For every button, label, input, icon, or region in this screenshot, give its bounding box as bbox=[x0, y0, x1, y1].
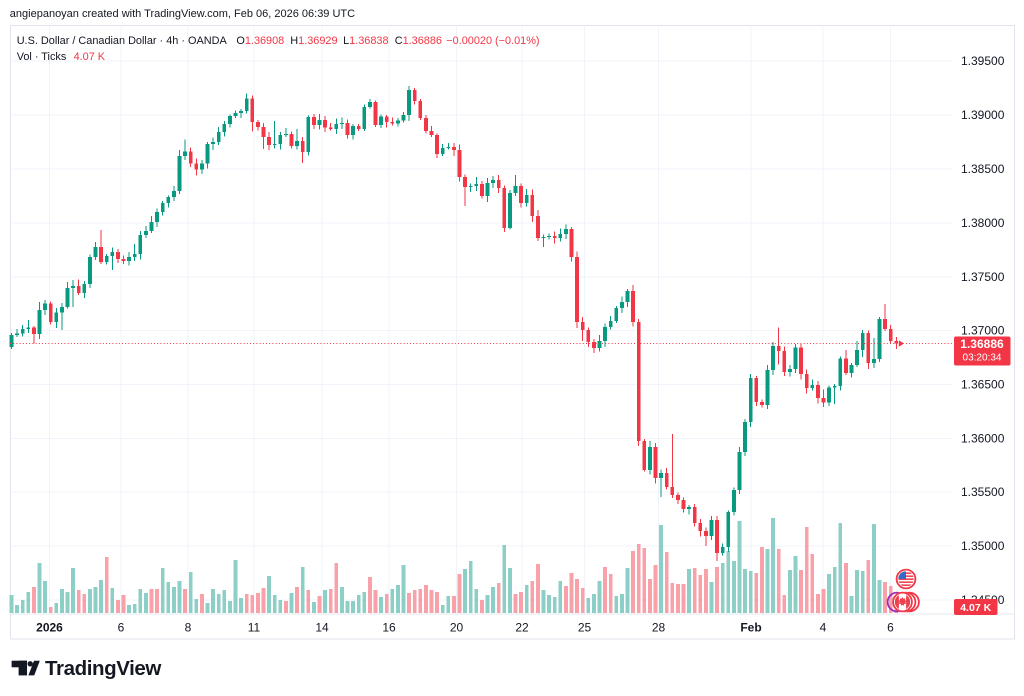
svg-text:1.36886: 1.36886 bbox=[960, 337, 1004, 351]
svg-text:1.38500: 1.38500 bbox=[961, 162, 1005, 176]
svg-text:22: 22 bbox=[515, 621, 529, 635]
svg-text:1.36500: 1.36500 bbox=[961, 378, 1005, 392]
svg-text:4: 4 bbox=[820, 621, 827, 635]
svg-text:11: 11 bbox=[248, 621, 261, 635]
svg-text:20: 20 bbox=[450, 621, 464, 635]
svg-text:1.36000: 1.36000 bbox=[961, 432, 1005, 446]
svg-text:Feb: Feb bbox=[740, 621, 761, 635]
svg-text:25: 25 bbox=[578, 621, 592, 635]
svg-text:1.39000: 1.39000 bbox=[961, 108, 1005, 122]
svg-text:14: 14 bbox=[315, 621, 329, 635]
svg-text:TradingView: TradingView bbox=[45, 657, 161, 680]
svg-text:16: 16 bbox=[382, 621, 396, 635]
svg-text:1.35500: 1.35500 bbox=[961, 485, 1005, 499]
svg-text:28: 28 bbox=[652, 621, 666, 635]
svg-text:03:20:34: 03:20:34 bbox=[963, 353, 1002, 364]
svg-text:1.37500: 1.37500 bbox=[961, 270, 1005, 284]
svg-text:6: 6 bbox=[887, 621, 894, 635]
svg-text:8: 8 bbox=[185, 621, 192, 635]
svg-text:4.07 K: 4.07 K bbox=[960, 602, 991, 614]
svg-text:6: 6 bbox=[118, 621, 125, 635]
svg-text:1.38000: 1.38000 bbox=[961, 216, 1005, 230]
svg-text:2026: 2026 bbox=[36, 621, 63, 635]
svg-text:1.35000: 1.35000 bbox=[961, 539, 1005, 553]
svg-text:1.39500: 1.39500 bbox=[961, 54, 1005, 68]
svg-text:1.37000: 1.37000 bbox=[961, 324, 1005, 338]
